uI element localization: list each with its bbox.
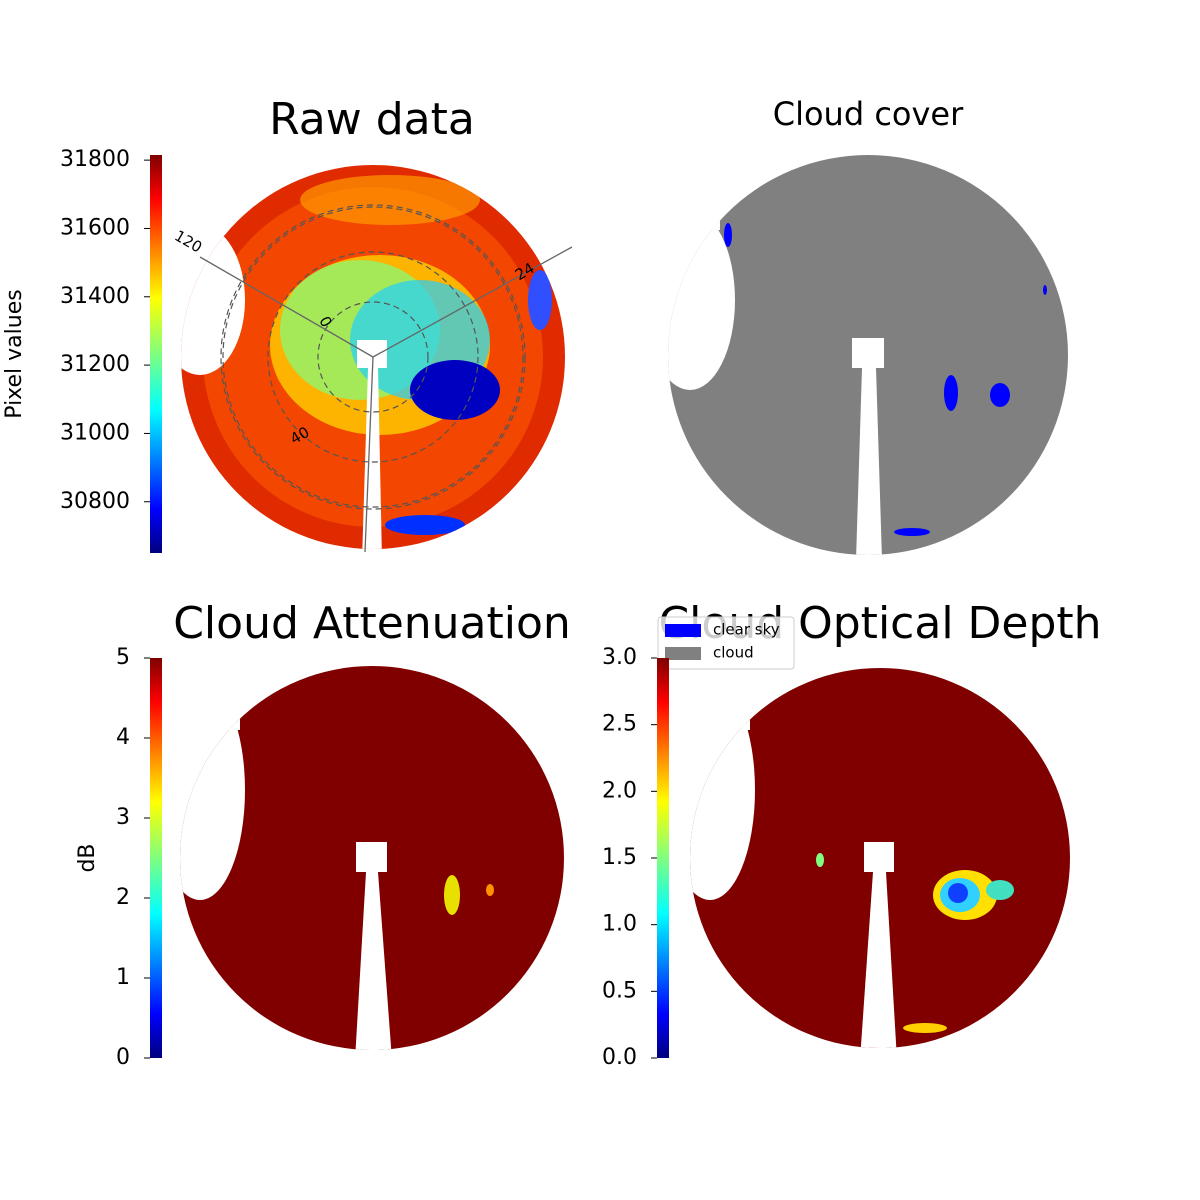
panel-title: Cloud Attenuation [173, 598, 571, 649]
legend-swatch [665, 624, 701, 637]
colorbar-tick-label: 1 [116, 965, 130, 990]
colorbar-tick-label: 31400 [60, 284, 130, 309]
colorbar [657, 658, 669, 1058]
panel-title: Raw data [269, 94, 475, 145]
cloud-cover-image [668, 155, 1068, 555]
colorbar-tick-label: 2 [116, 885, 130, 910]
colorbar-tick-label: 2.0 [602, 778, 637, 803]
colorbar-tick-label: 31000 [60, 420, 130, 445]
legend-label: clear sky [713, 621, 780, 639]
optical-depth-image [690, 668, 1070, 1048]
attenuation-image [180, 666, 564, 1050]
colorbar-tick-label: 2.5 [602, 712, 637, 737]
colorbar-tick-label: 3.0 [602, 645, 637, 670]
panel-title: Cloud cover [773, 95, 964, 133]
colorbar-tick-label: 4 [116, 725, 130, 750]
colorbar [150, 155, 162, 553]
colorbar-tick-label: 31200 [60, 352, 130, 377]
colorbar-tick-label: 30800 [60, 489, 130, 514]
legend-label: cloud [713, 644, 754, 662]
colorbar-label: Pixel values [2, 289, 27, 418]
colorbar-tick-label: 3 [116, 805, 130, 830]
colorbar [150, 658, 162, 1058]
colorbar-tick-label: 1.5 [602, 845, 637, 870]
legend: clear sky cloud [657, 616, 795, 670]
polar-grid [220, 204, 526, 510]
colorbar-tick-label: 31800 [60, 147, 130, 172]
colorbar-tick-label: 31600 [60, 215, 130, 240]
polar-spokes [199, 246, 573, 553]
polar-label: 120 [171, 227, 205, 257]
colorbar-label: dB [75, 843, 100, 872]
colorbar-tick-label: 1.0 [602, 912, 637, 937]
colorbar-tick-label: 0 [116, 1045, 130, 1070]
colorbar-tick-label: 0.0 [602, 1045, 637, 1070]
colorbar-tick-label: 0.5 [602, 978, 637, 1003]
legend-swatch [665, 647, 701, 660]
colorbar-tick-label: 5 [116, 645, 130, 670]
